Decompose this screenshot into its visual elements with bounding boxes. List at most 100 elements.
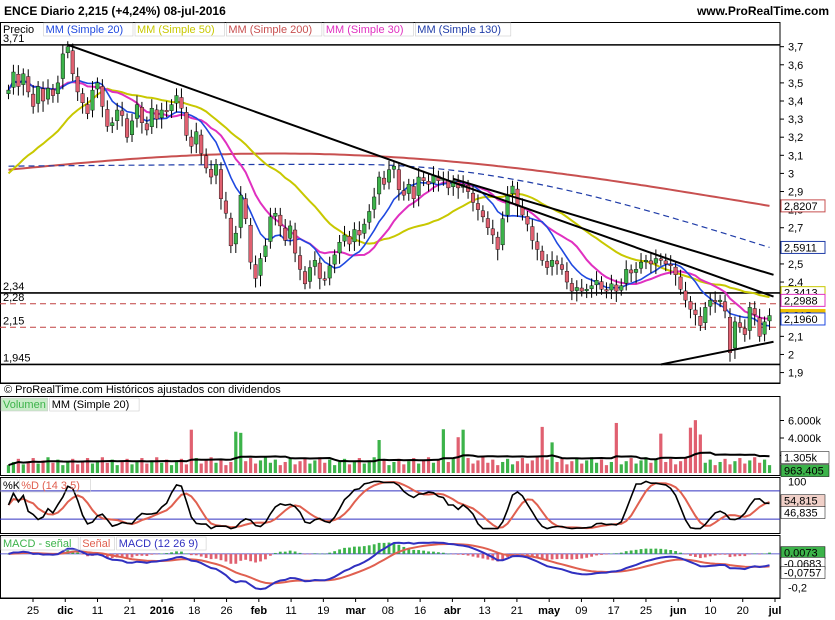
candle-body [199,134,204,154]
candle-body [263,245,268,257]
volume-bar [90,463,95,473]
candle-body [278,214,283,227]
macd-histogram-bar [694,553,697,557]
candle-body [357,230,362,236]
x-tick-label: 18 [188,605,200,617]
volume-bar [481,457,485,473]
candle-body [307,267,312,282]
candle-body [288,225,293,239]
candle-body [530,226,535,241]
volume-bar [728,464,732,473]
candle-body [727,317,732,353]
candle-body [708,299,713,307]
macd-histogram-bar [634,549,638,554]
macd-histogram-bar [708,553,712,557]
macd-histogram-bar [456,553,460,555]
macd-histogram-bar [254,553,257,563]
volume-bar [407,461,411,473]
volume-bar [609,461,613,473]
candle-body [337,242,342,254]
volume-bar [337,461,342,473]
volume-bar [387,465,391,473]
volume-bar [303,458,307,473]
x-tick-label: 17 [608,605,620,617]
macd-histogram-bar [600,553,603,555]
macd-histogram-bar [313,553,317,554]
macd-histogram-bar [609,553,613,555]
macd-histogram-bar [516,553,519,555]
candle-body [505,194,510,216]
panel-border-vol [0,396,781,476]
volume-bar [412,458,416,473]
macd-histogram-bar [684,553,687,555]
x-tick-label: 09 [575,605,587,617]
volume-bar [510,464,515,473]
candle-body [327,265,332,279]
volume-bar [224,465,228,473]
candle-body [391,165,396,170]
candle-body [16,73,21,87]
volume-bar [234,431,238,473]
macd-histogram-bar [353,546,356,554]
macd-histogram-bar [194,553,198,556]
stochastic-legend-item: %K [3,480,21,492]
volume-bar [604,465,609,473]
candle-body [283,227,288,241]
candle-body [648,260,653,265]
volume-bar [703,462,707,473]
volume-bar [328,459,332,473]
macd-histogram-bar [145,553,149,556]
volume-bar [95,460,100,473]
macd-histogram-bar [728,553,732,558]
candle-body [332,254,337,265]
candle-body [233,232,238,245]
macd-y-tick-label: -0,2 [788,583,807,595]
candle-body [169,104,174,111]
macd-histogram-bar [585,553,589,558]
price-y-tick-label: 3,2 [788,132,803,144]
stochastic-y-tick-label: 100 [788,476,806,488]
x-tick-label: dic [57,605,73,617]
macd-histogram-bar [545,553,549,560]
price-y-tick-label: 2 [788,349,794,361]
price-legend-item: MM (Simple 200) [228,24,312,36]
candle-body [762,321,767,335]
macd-histogram-bar [244,553,248,560]
candle-body [510,185,515,194]
candle-body [411,186,416,199]
volume-bar [362,463,366,473]
volume-bar [535,457,539,473]
macd-histogram-bar [338,549,341,554]
macd-legend-item: MACD (12 26 9) [119,538,198,550]
price-legend-item: Precio [3,24,34,36]
volume-legend-box [0,397,49,412]
macd-histogram-bar [189,553,193,556]
volume-bar [594,462,599,473]
volume-bar [313,460,317,473]
candle-body [723,301,728,312]
macd-histogram-bar [7,553,10,555]
ma-50-line [7,87,770,299]
volume-y-tick-label: 4.000k [788,433,822,445]
price-legend-box [414,22,512,37]
volume-bar [194,458,198,473]
macd-histogram-bar [471,553,475,557]
macd-histogram-bar [555,553,559,560]
macd-histogram-bar [392,542,396,554]
volume-bar [160,462,164,473]
macd-histogram-bar [654,548,658,554]
volume-bar [683,458,688,473]
volume-bar [204,460,208,473]
candle-body [599,281,604,290]
volume-bar [560,458,564,473]
volume-bar [367,460,371,473]
volume-bar [174,461,179,473]
stochastic-k-line [7,480,770,530]
x-tick-label: 20 [737,605,749,617]
candle-body [312,260,317,267]
candle-body [767,315,772,322]
volume-bar [298,461,302,473]
volume-bar [135,461,139,473]
volume-bar [308,463,312,473]
macd-histogram-bar [501,553,505,560]
